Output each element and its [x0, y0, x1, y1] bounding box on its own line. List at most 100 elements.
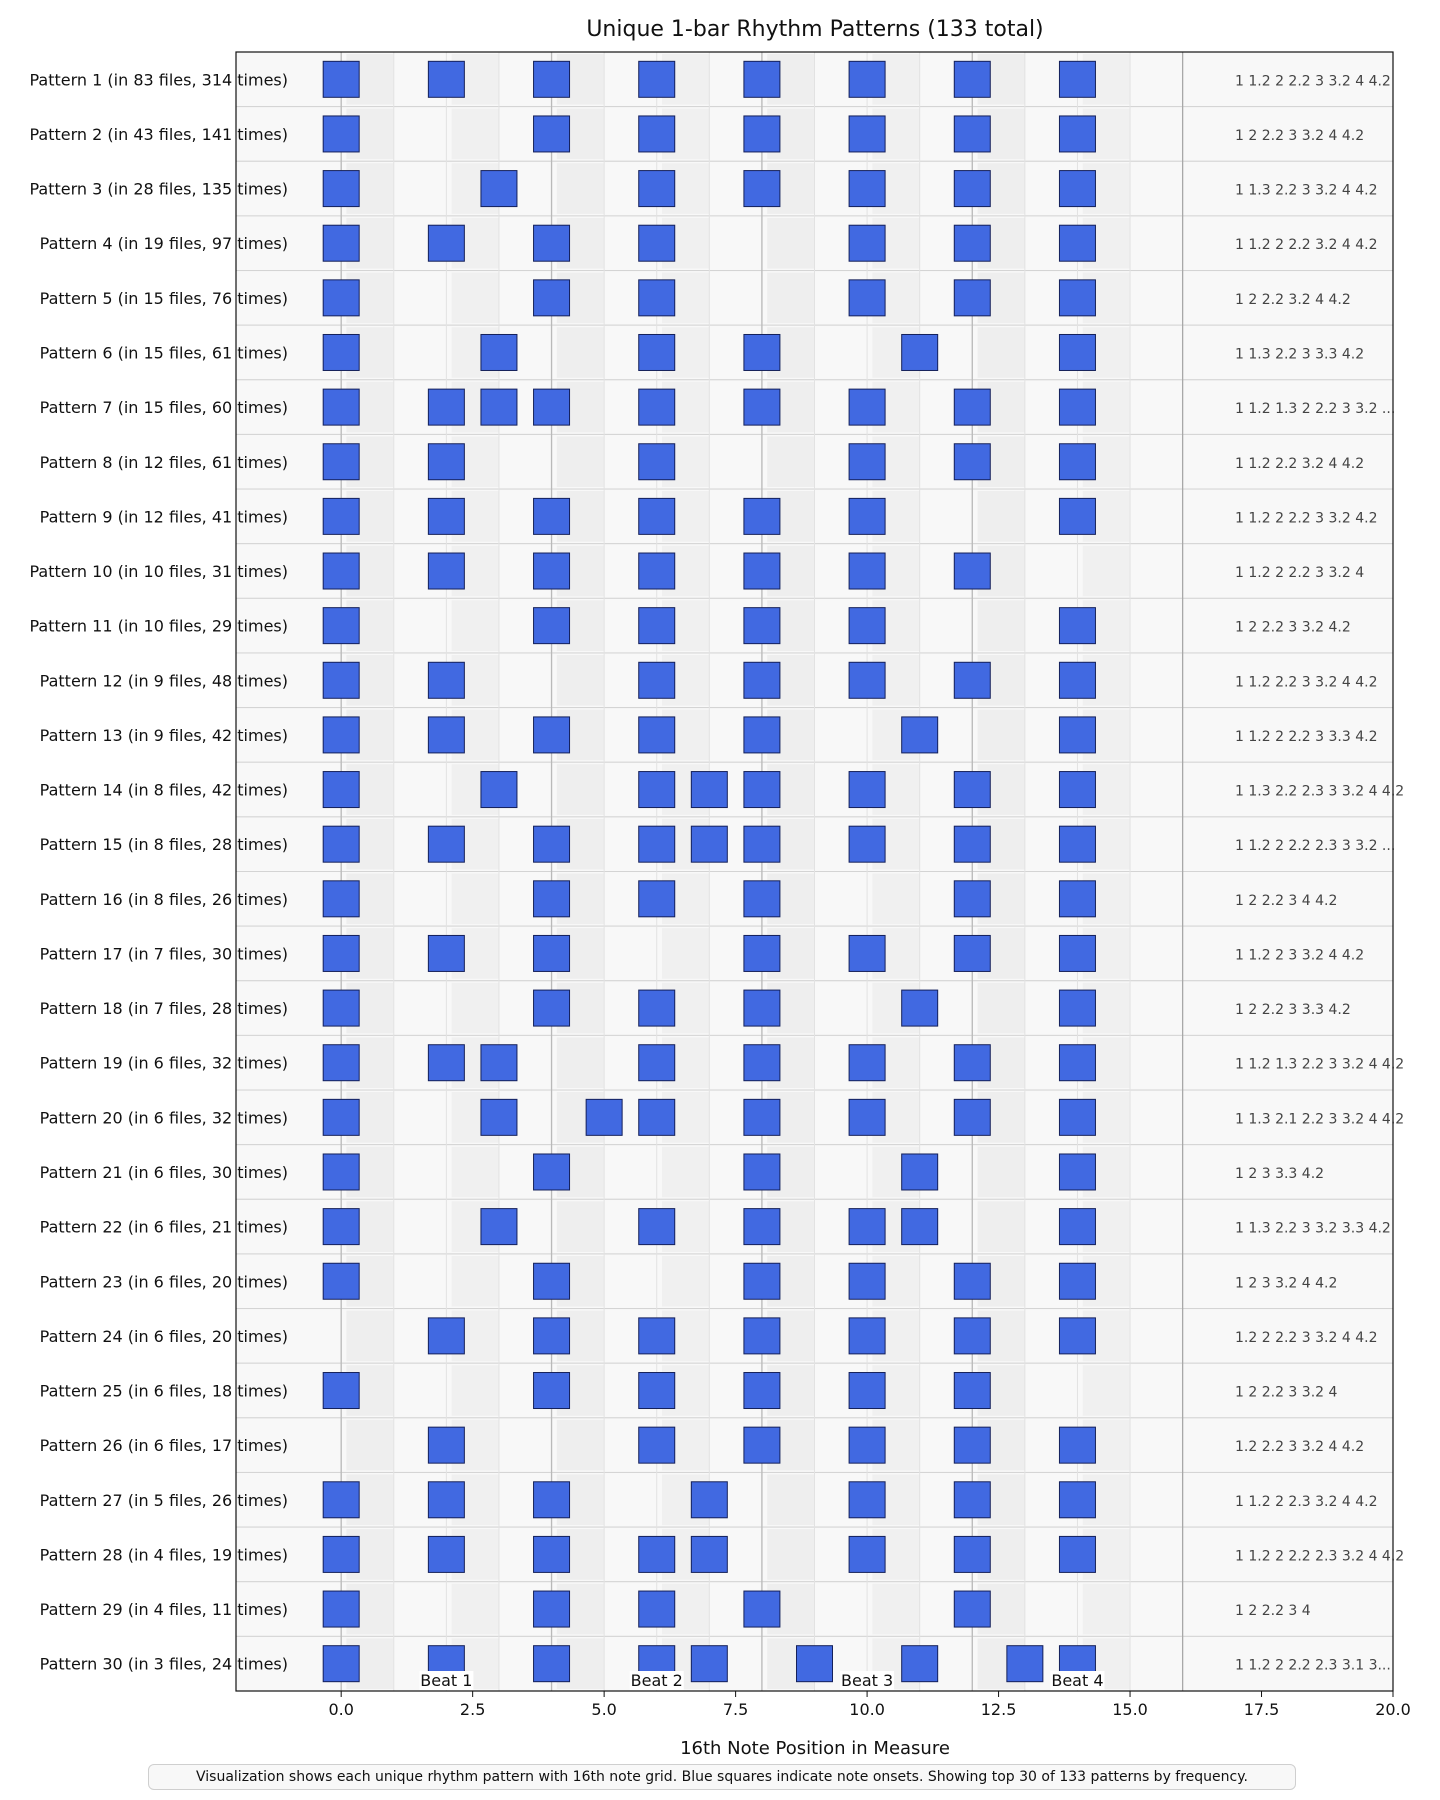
note-onset: [1058, 825, 1096, 863]
pattern-label: Pattern 19 (in 6 files, 32 times): [40, 1054, 288, 1073]
note-onset: [533, 1535, 571, 1573]
note-onset: [427, 716, 465, 754]
offbeat-shade: [451, 272, 499, 324]
note-onset: [1058, 771, 1096, 809]
note-onset: [322, 170, 360, 208]
note-onset: [1058, 224, 1096, 262]
x-tick-label: 2.5: [460, 1700, 485, 1719]
note-onset: [953, 1426, 991, 1464]
note-onset: [322, 1645, 360, 1683]
note-onset: [322, 552, 360, 590]
note-onset: [743, 934, 781, 972]
note-onset: [743, 1262, 781, 1300]
note-onset: [848, 1262, 886, 1300]
note-onset: [322, 1098, 360, 1136]
offbeat-shade: [451, 1255, 499, 1307]
note-onset: [322, 661, 360, 699]
note-onset: [1058, 115, 1096, 153]
note-onset: [533, 279, 571, 317]
note-onset: [533, 716, 571, 754]
pattern-label: Pattern 28 (in 4 files, 19 times): [40, 1545, 288, 1564]
pattern-notation: 1 1.2 2 2.2 3 3.2 4: [1235, 565, 1364, 581]
note-onset: [322, 1044, 360, 1082]
note-onset: [322, 388, 360, 426]
pattern-label: Pattern 15 (in 8 files, 28 times): [40, 835, 288, 854]
note-onset: [743, 1590, 781, 1628]
note-onset: [848, 60, 886, 98]
pattern-label: Pattern 21 (in 6 files, 30 times): [40, 1163, 288, 1182]
downbeat-shade: [977, 491, 1025, 542]
pattern-notation: 1 1.3 2.2 3 3.3 4.2: [1235, 346, 1364, 362]
note-onset: [953, 1098, 991, 1136]
note-onset: [848, 443, 886, 481]
note-onset: [322, 1535, 360, 1573]
note-onset: [953, 170, 991, 208]
pattern-notation: 1 2 2.2 3 4: [1235, 1603, 1311, 1619]
offbeat-shade: [1082, 1365, 1131, 1416]
note-onset: [743, 170, 781, 208]
note-onset: [743, 388, 781, 426]
pattern-label: Pattern 1 (in 83 files, 314 times): [30, 70, 289, 89]
pattern-label: Pattern 27 (in 5 files, 26 times): [40, 1491, 288, 1510]
pattern-label: Pattern 5 (in 15 files, 76 times): [40, 289, 288, 308]
downbeat-shade: [977, 327, 1025, 378]
note-onset: [480, 333, 518, 371]
downbeat-shade: [556, 1201, 605, 1252]
note-onset: [953, 443, 991, 481]
note-onset: [848, 1208, 886, 1246]
note-onset: [901, 1153, 939, 1191]
pattern-notation: 1 1.2 1.3 2 2.2 3 3.2 ...: [1235, 401, 1395, 417]
pattern-label: Pattern 9 (in 12 files, 41 times): [40, 507, 288, 526]
note-onset: [1058, 661, 1096, 699]
note-onset: [1058, 443, 1096, 481]
note-onset: [1006, 1645, 1044, 1683]
note-onset: [1058, 1208, 1096, 1246]
note-onset: [743, 661, 781, 699]
note-onset: [638, 1372, 676, 1410]
note-onset: [427, 825, 465, 863]
note-onset: [953, 224, 991, 262]
pattern-label: Pattern 18 (in 7 files, 28 times): [40, 999, 288, 1018]
note-onset: [533, 224, 571, 262]
chart-caption: Visualization shows each unique rhythm p…: [148, 1764, 1296, 1790]
downbeat-shade: [767, 436, 815, 488]
note-onset: [638, 1317, 676, 1355]
note-onset: [638, 1535, 676, 1573]
note-onset: [322, 607, 360, 645]
pattern-notation: 1 1.2 2 2.2 2.3 3 3.2 ...: [1235, 838, 1395, 854]
downbeat-shade: [767, 1474, 815, 1526]
pattern-label: Pattern 6 (in 15 files, 61 times): [40, 343, 288, 362]
note-onset: [901, 333, 939, 371]
downbeat-shade: [556, 654, 605, 706]
note-onset: [1058, 60, 1096, 98]
pattern-label: Pattern 14 (in 8 files, 42 times): [40, 781, 288, 800]
pattern-label: Pattern 26 (in 6 files, 17 times): [40, 1436, 288, 1455]
note-onset: [743, 60, 781, 98]
note-onset: [743, 607, 781, 645]
note-onset: [953, 388, 991, 426]
note-onset: [1058, 716, 1096, 754]
pattern-notation: 1 1.3 2.2 3 3.2 3.3 4.2: [1235, 1221, 1391, 1237]
note-onset: [638, 552, 676, 590]
note-onset: [638, 716, 676, 754]
pattern-label: Pattern 25 (in 6 files, 18 times): [40, 1382, 288, 1401]
note-onset: [743, 1208, 781, 1246]
note-onset: [848, 115, 886, 153]
note-onset: [848, 388, 886, 426]
note-onset: [743, 880, 781, 918]
note-onset: [533, 880, 571, 918]
note-onset: [953, 1481, 991, 1519]
note-onset: [322, 716, 360, 754]
note-onset: [638, 661, 676, 699]
note-onset: [1058, 1317, 1096, 1355]
offbeat-shade: [661, 928, 710, 979]
note-onset: [638, 279, 676, 317]
note-onset: [322, 934, 360, 972]
note-onset-markers: [322, 60, 1096, 1683]
x-tick-label: 15.0: [1112, 1700, 1148, 1719]
note-onset: [743, 497, 781, 535]
pattern-label: Pattern 30 (in 3 files, 24 times): [40, 1655, 288, 1674]
pattern-labels: Pattern 1 (in 83 files, 314 times) Patter…: [30, 70, 289, 1673]
pattern-label: Pattern 10 (in 10 files, 31 times): [30, 562, 289, 581]
note-onset: [848, 934, 886, 972]
